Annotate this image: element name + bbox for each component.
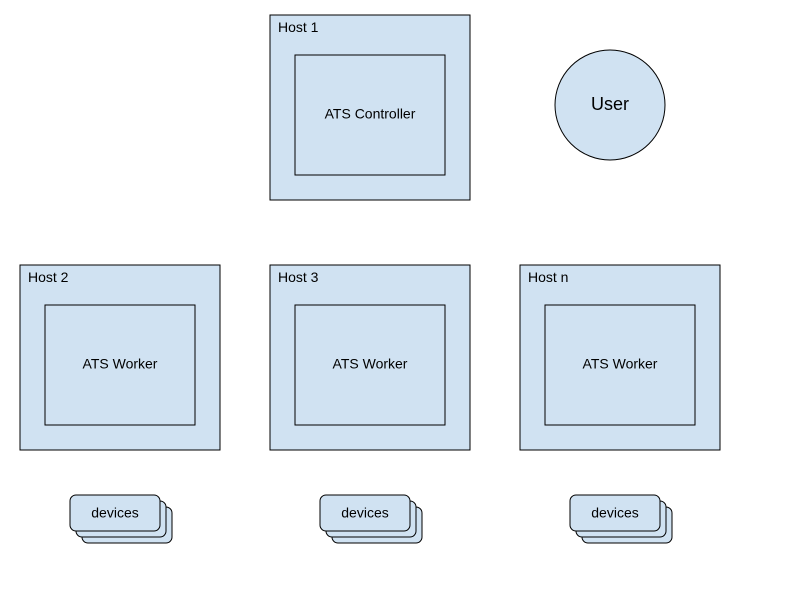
host1-inner-label: ATS Controller [325, 106, 416, 122]
architecture-diagram: Host 1 ATS Controller User Host 2 ATS Wo… [0, 0, 800, 600]
host3-node: Host 3 ATS Worker [270, 265, 470, 450]
host2-inner-label: ATS Worker [83, 356, 158, 372]
host1-label: Host 1 [278, 19, 319, 35]
devices3-stack: devices [320, 495, 422, 543]
host2-node: Host 2 ATS Worker [20, 265, 220, 450]
host3-inner-label: ATS Worker [333, 356, 408, 372]
user-label: User [591, 94, 629, 114]
host3-label: Host 3 [278, 269, 319, 285]
hostn-label: Host n [528, 269, 568, 285]
devicesn-stack: devices [570, 495, 672, 543]
device-label: devices [591, 505, 638, 521]
hostn-inner-label: ATS Worker [583, 356, 658, 372]
host2-label: Host 2 [28, 269, 69, 285]
device-label: devices [341, 505, 388, 521]
host1-node: Host 1 ATS Controller [270, 15, 470, 200]
device-label: devices [91, 505, 138, 521]
hostn-node: Host n ATS Worker [520, 265, 720, 450]
devices2-stack: devices [70, 495, 172, 543]
user-node: User [555, 50, 665, 160]
